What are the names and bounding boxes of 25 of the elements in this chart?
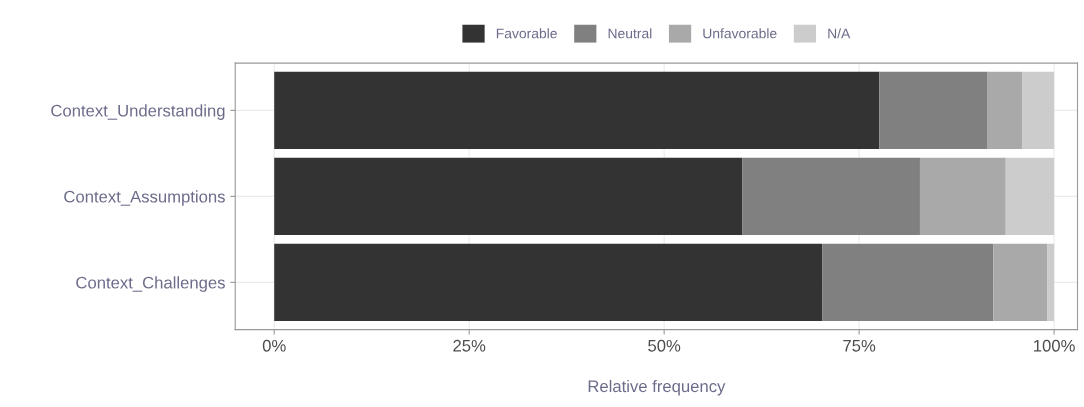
bar bbox=[1047, 243, 1055, 322]
bar bbox=[274, 157, 743, 236]
bar bbox=[993, 243, 1048, 322]
legend-label: Unfavorable bbox=[703, 28, 777, 39]
bar bbox=[919, 157, 1006, 236]
y-tick-label: Context_Understanding bbox=[51, 104, 225, 120]
x-tick-label: 25% bbox=[453, 339, 486, 352]
bar bbox=[822, 243, 994, 322]
x-tick-label: 100% bbox=[1034, 339, 1075, 352]
bar bbox=[1022, 71, 1055, 150]
x-tick-label: 75% bbox=[843, 339, 876, 352]
x-tick-label: 50% bbox=[648, 339, 681, 352]
legend-label: Neutral bbox=[608, 28, 652, 39]
bar bbox=[1005, 157, 1055, 236]
bar bbox=[274, 71, 880, 150]
bar bbox=[987, 71, 1023, 150]
x-tick-label: 0% bbox=[262, 339, 286, 352]
y-tick-label: Context_Challenges bbox=[76, 276, 225, 292]
bar bbox=[742, 157, 920, 236]
x-axis-title: Relative frequency bbox=[588, 379, 726, 396]
bar bbox=[274, 243, 823, 322]
legend-label: N/A bbox=[828, 28, 851, 39]
legend-label: Favorable bbox=[496, 28, 557, 39]
bar bbox=[879, 71, 988, 150]
y-tick-label: Context_Assumptions bbox=[64, 190, 225, 206]
